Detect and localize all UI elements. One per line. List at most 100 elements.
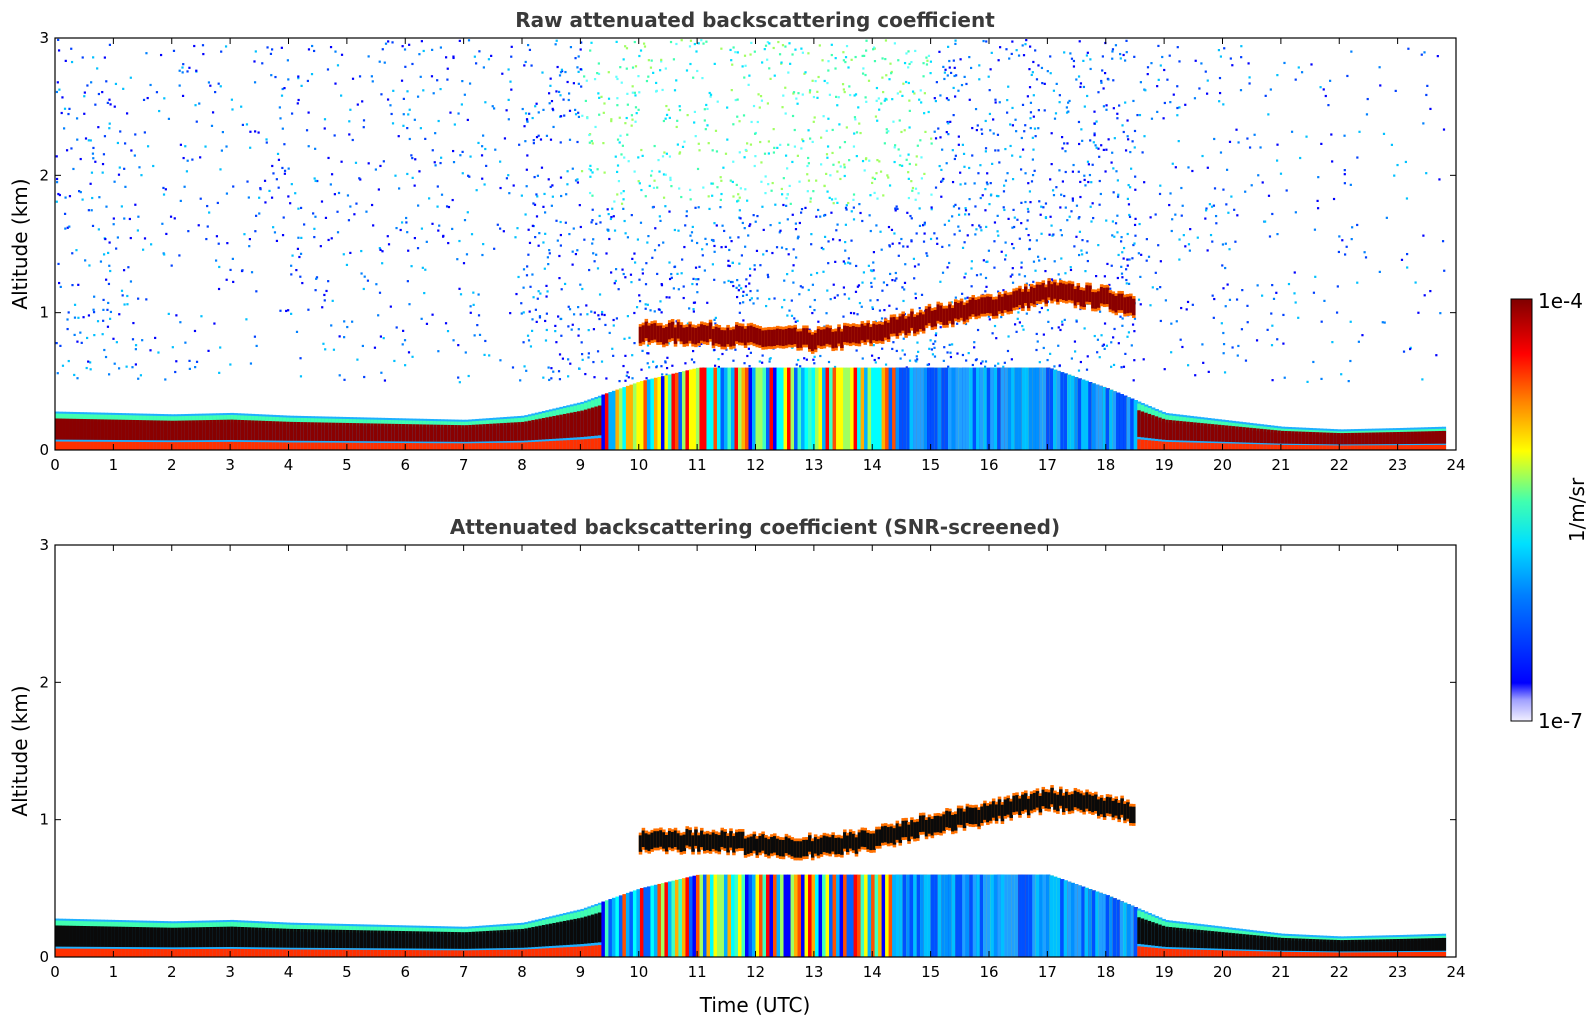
noise-speck bbox=[926, 363, 929, 366]
noise-speck bbox=[538, 232, 541, 235]
noise-speck bbox=[597, 314, 600, 317]
noise-speck bbox=[771, 251, 774, 255]
bl-bottom bbox=[65, 948, 70, 957]
noise-speck bbox=[865, 49, 868, 52]
noise-speck bbox=[576, 178, 579, 181]
noise-speck bbox=[338, 374, 341, 377]
noise-speck bbox=[858, 301, 862, 305]
noise-speck bbox=[734, 98, 737, 102]
noise-speck bbox=[264, 201, 267, 204]
bl-edge bbox=[548, 411, 553, 420]
noise-speck bbox=[261, 62, 264, 65]
noise-speck bbox=[692, 308, 695, 311]
noise-speck bbox=[792, 91, 796, 94]
bl-edge bbox=[342, 418, 347, 426]
noise-speck bbox=[957, 213, 961, 216]
noise-speck bbox=[204, 145, 207, 148]
bl-core bbox=[170, 927, 175, 948]
noise-speck bbox=[86, 84, 89, 87]
bl-edge bbox=[202, 922, 207, 930]
noise-speck bbox=[614, 268, 618, 271]
noise-speck bbox=[559, 141, 562, 144]
noise-speck bbox=[1157, 244, 1160, 247]
noise-speck bbox=[526, 154, 529, 157]
noise-speck bbox=[630, 281, 633, 284]
noise-speck bbox=[1114, 222, 1118, 225]
noise-speck bbox=[946, 74, 949, 77]
bl-edge bbox=[226, 415, 231, 423]
bl-edge bbox=[471, 421, 476, 428]
noise-speck bbox=[620, 153, 623, 156]
noise-speck bbox=[873, 358, 876, 362]
cloud-core bbox=[662, 328, 666, 345]
convective-streak bbox=[902, 367, 907, 450]
noise-speck bbox=[1030, 73, 1033, 77]
noise-speck bbox=[290, 312, 293, 315]
noise-speck bbox=[610, 120, 613, 123]
noise-speck bbox=[149, 349, 152, 352]
noise-speck bbox=[57, 262, 60, 266]
noise-speck bbox=[815, 179, 818, 182]
noise-speck bbox=[327, 156, 330, 160]
bl-bottom bbox=[1235, 443, 1240, 450]
noise-speck bbox=[878, 309, 882, 312]
noise-speck bbox=[1080, 128, 1083, 131]
noise-speck bbox=[1081, 239, 1084, 242]
noise-speck bbox=[577, 328, 580, 331]
noise-speck bbox=[406, 90, 409, 93]
noise-speck bbox=[618, 379, 621, 383]
noise-speck bbox=[363, 275, 366, 278]
noise-speck bbox=[950, 343, 954, 346]
noise-speck bbox=[647, 75, 650, 78]
noise-speck bbox=[370, 75, 373, 78]
noise-speck bbox=[827, 360, 831, 364]
noise-speck bbox=[869, 194, 872, 197]
noise-speck bbox=[201, 44, 205, 47]
noise-speck bbox=[299, 252, 303, 255]
noise-speck bbox=[689, 188, 692, 191]
bl-edge bbox=[433, 421, 438, 428]
bl-bottom bbox=[139, 948, 144, 957]
cloud-core bbox=[910, 311, 914, 328]
noise-speck bbox=[620, 81, 623, 84]
noise-speck bbox=[1316, 207, 1320, 210]
noise-speck bbox=[1365, 113, 1369, 116]
noise-speck bbox=[1174, 213, 1177, 216]
noise-speck bbox=[914, 359, 917, 362]
noise-speck bbox=[551, 195, 554, 198]
noise-speck bbox=[608, 237, 611, 241]
noise-speck bbox=[894, 144, 897, 147]
cloud-core bbox=[755, 328, 760, 345]
cloud-core bbox=[927, 306, 932, 324]
noise-speck bbox=[93, 334, 96, 337]
noise-speck bbox=[402, 124, 405, 127]
cloud-core bbox=[793, 327, 797, 345]
noise-speck bbox=[1128, 258, 1131, 261]
noise-speck bbox=[995, 194, 999, 198]
noise-speck bbox=[372, 224, 375, 227]
noise-speck bbox=[1029, 101, 1033, 104]
noise-speck bbox=[558, 378, 562, 381]
noise-speck bbox=[1078, 40, 1081, 43]
noise-speck bbox=[76, 377, 79, 380]
bl-edge bbox=[597, 397, 602, 409]
noise-speck bbox=[420, 317, 423, 320]
bl-core bbox=[156, 420, 161, 441]
noise-speck bbox=[1343, 173, 1346, 176]
noise-speck bbox=[535, 102, 538, 105]
noise-speck bbox=[1112, 79, 1115, 82]
bl-core bbox=[1165, 419, 1170, 441]
noise-speck bbox=[81, 198, 84, 201]
convective-streak bbox=[857, 367, 862, 450]
bl-core bbox=[216, 419, 221, 441]
noise-speck bbox=[1212, 316, 1215, 319]
noise-speck bbox=[1180, 214, 1183, 217]
noise-speck bbox=[527, 43, 530, 47]
noise-speck bbox=[827, 69, 830, 72]
noise-speck bbox=[313, 177, 316, 180]
bl-bottom bbox=[219, 948, 224, 957]
noise-speck bbox=[342, 253, 345, 256]
noise-speck bbox=[231, 108, 234, 111]
noise-speck bbox=[980, 132, 984, 135]
noise-speck bbox=[57, 281, 61, 285]
